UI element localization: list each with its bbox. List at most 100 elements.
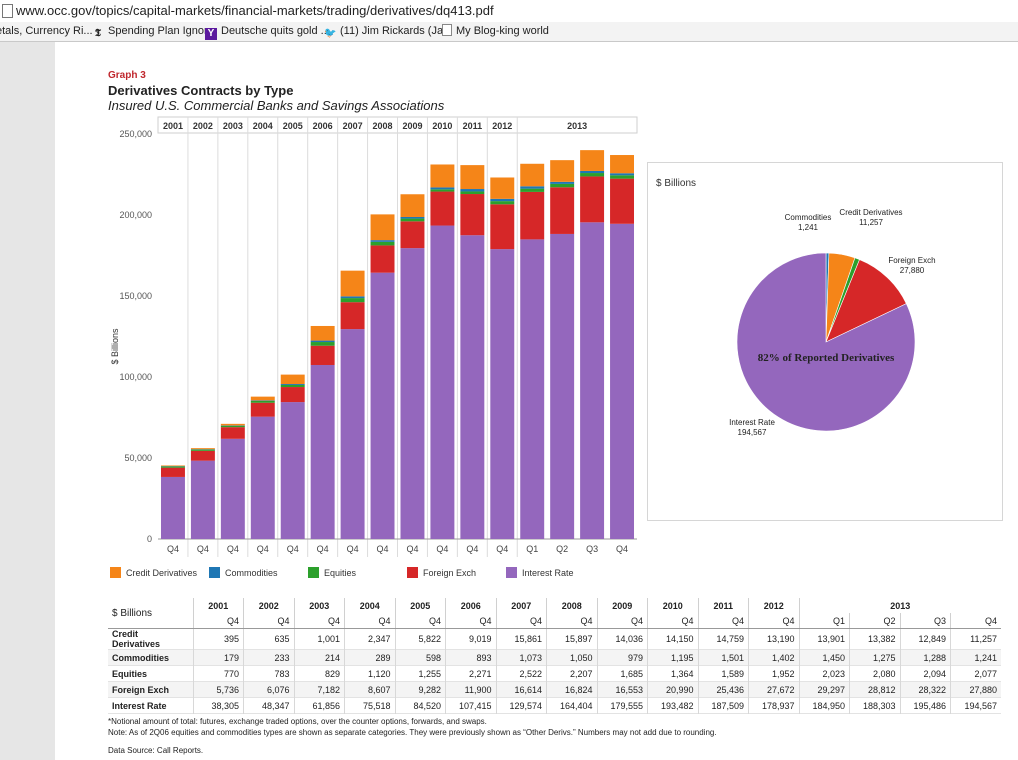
bar-segment (160, 467, 185, 477)
bookmark-item[interactable]: 🐦 (11) Jim Rickards (Ja... (324, 24, 452, 40)
bar-segment (250, 400, 275, 403)
y-tick-label: 200,000 (119, 210, 152, 220)
bar-segment (220, 425, 245, 428)
table-cell: 14,036 (596, 628, 648, 650)
table-cell: 2,522 (495, 665, 547, 682)
bar-segment (280, 384, 305, 386)
page-icon (2, 4, 13, 18)
data-source: Data Source: Call Reports. (108, 746, 204, 755)
table-cell: 194,567 (950, 697, 1001, 714)
y-tick-label: 100,000 (119, 372, 152, 382)
table-cell: 61,856 (293, 697, 345, 714)
pie-units-label: $ Billions (656, 178, 697, 189)
bar-segment (310, 340, 335, 343)
table-cell: 184,950 (798, 697, 850, 714)
table-cell: 16,824 (546, 681, 597, 698)
bar-segment (520, 163, 545, 187)
graph-label: Graph 3 (108, 70, 146, 81)
table-cell: 15,861 (495, 628, 547, 650)
bar-segment (460, 194, 485, 236)
bar-segment (280, 402, 305, 539)
address-bar[interactable]: www.occ.gov/topics/capital-markets/finan… (0, 0, 1018, 23)
bar-segment (340, 298, 365, 303)
yahoo-icon: Y (205, 28, 217, 40)
bookmark-item[interactable]: etals, Currency Ri... (0, 24, 93, 38)
table-cell: 2,023 (798, 665, 850, 682)
table-row-label: Credit Derivatives (112, 629, 161, 649)
bar-segment (550, 181, 575, 184)
bookmark-label: etals, Currency Ri... (0, 25, 93, 37)
bookmark-item[interactable]: Y Deutsche quits gold ... (205, 24, 330, 40)
bar-segment (310, 345, 335, 365)
legend-item: Credit Derivatives (110, 567, 197, 578)
table-cell: 11,257 (950, 628, 1001, 650)
table-quarter-header: Q4 (596, 613, 648, 629)
table-quarter-header: Q4 (192, 613, 244, 629)
year-header-label: 2004 (253, 121, 273, 131)
table-cell: 598 (394, 649, 446, 666)
table-cell: 12,849 (899, 628, 951, 650)
table-cell: 1,073 (495, 649, 547, 666)
x-tick-label: Q4 (616, 544, 628, 554)
y-axis-label: $ Billions (110, 328, 120, 365)
twitter-icon: 🐦 (324, 28, 337, 39)
table-cell: 15,897 (546, 628, 597, 650)
table-cell: 1,001 (293, 628, 345, 650)
table-cell: 289 (344, 649, 395, 666)
x-tick-label: Q4 (317, 544, 329, 554)
table-cell: 84,520 (394, 697, 446, 714)
legend-label: Commodities (225, 568, 278, 578)
table-year-header: 2009 (596, 598, 648, 613)
bar-segment (460, 235, 485, 539)
table-cell: 1,685 (596, 665, 648, 682)
bar-segment (370, 214, 395, 241)
table-quarter-header: Q4 (394, 613, 446, 629)
table-cell: 188,303 (849, 697, 900, 714)
bookmark-item[interactable]: 𝕿 Spending Plan Ignor... (92, 24, 216, 40)
bar-segment (430, 164, 455, 188)
bar-segment (610, 175, 635, 179)
legend-label: Credit Derivatives (126, 568, 198, 578)
legend-label: Foreign Exch (423, 568, 477, 578)
pie-slice-value: 27,880 (900, 266, 925, 275)
url-text[interactable]: www.occ.gov/topics/capital-markets/finan… (16, 3, 494, 18)
table-cell: 770 (192, 665, 244, 682)
x-tick-label: Q1 (526, 544, 538, 554)
table-cell: 193,482 (647, 697, 698, 714)
footnote-2: Note: As of 2Q06 equities and commoditie… (108, 728, 717, 737)
bar-segment (400, 221, 425, 249)
table-quarter-header: Q3 (899, 613, 951, 629)
table-quarter-header: Q2 (849, 613, 900, 629)
bookmark-label: (11) Jim Rickards (Ja... (340, 25, 453, 37)
year-header-label: 2006 (313, 121, 333, 131)
year-header-label: 2003 (223, 121, 243, 131)
legend-label: Equities (324, 568, 357, 578)
bar-segment (490, 204, 515, 250)
x-tick-label: Q4 (287, 544, 299, 554)
table-cell: 1,050 (546, 649, 597, 666)
table-cell: 783 (243, 665, 294, 682)
table-cell: 829 (293, 665, 345, 682)
table-cell: 1,241 (950, 649, 1001, 666)
table-cell: 13,190 (748, 628, 799, 650)
table-cell: 195,486 (899, 697, 951, 714)
table-units-label: $ Billions (108, 598, 193, 629)
y-tick-label: 50,000 (124, 453, 152, 463)
year-header-label: 2007 (343, 121, 363, 131)
x-tick-label: Q4 (377, 544, 389, 554)
legend-swatch (506, 567, 517, 578)
bar-segment (160, 466, 185, 468)
table-cell: 16,553 (596, 681, 648, 698)
table-cell: 187,509 (697, 697, 749, 714)
table-year-header: 2001 (192, 598, 244, 613)
bar-segment (580, 173, 605, 177)
table-cell: 2,271 (445, 665, 496, 682)
table-row: Credit Derivatives 395 635 1,001 2,347 5,822 9… (108, 628, 1001, 650)
table-cell: 13,382 (849, 628, 900, 650)
table-cell: 7,182 (293, 681, 345, 698)
table-cell: 28,812 (849, 681, 900, 698)
bookmark-item[interactable]: My Blog-king world (442, 24, 549, 38)
table-cell: 1,402 (748, 649, 799, 666)
y-tick-label: 250,000 (119, 129, 152, 139)
